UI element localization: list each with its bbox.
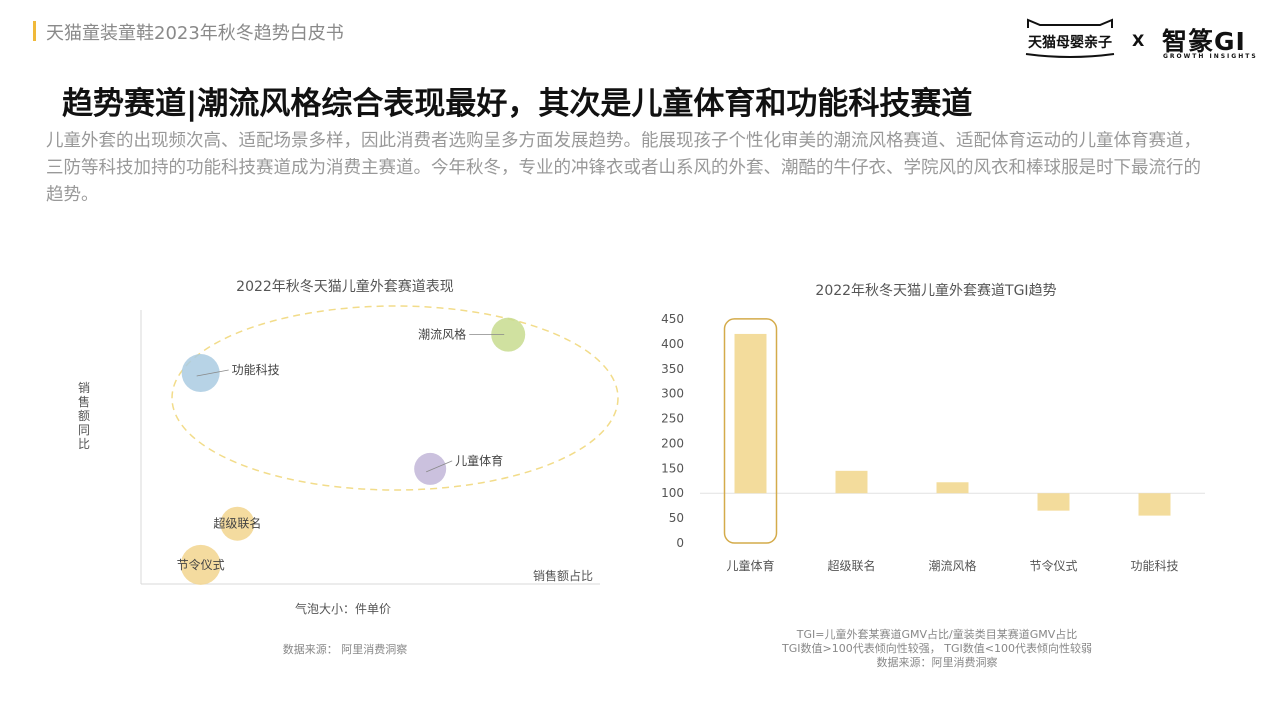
- bubble-label-0: 潮流风格: [418, 327, 466, 342]
- gi-logo-text: 智篆GI: [1162, 27, 1246, 56]
- bubble-1: [181, 354, 220, 393]
- bubble-3: [220, 506, 255, 541]
- category-label-3: 节令仪式: [1029, 558, 1077, 573]
- category-label-0: 儿童体育: [726, 558, 774, 573]
- highlight-ellipse: [171, 305, 619, 491]
- bubble-label-4: 节令仪式: [177, 557, 225, 572]
- logo-separator: X: [1132, 31, 1145, 50]
- bubble-y-axis-label: 销售额同比: [78, 381, 90, 451]
- y-tick-3: 150: [661, 461, 684, 475]
- category-label-4: 功能科技: [1130, 559, 1178, 573]
- bubble-label-1: 功能科技: [232, 363, 280, 377]
- y-tick-0: 0: [676, 536, 684, 550]
- intro-paragraph: 儿童外套的出现频次高、适配场景多样，因此消费者选购呈多方面发展趋势。能展现孩子个…: [46, 131, 1201, 205]
- bar-chart-title: 2022年秋冬天猫儿童外套赛道TGI趋势: [815, 282, 1056, 299]
- logo-area: 天猫母婴亲子 X 智篆GI GROWTH INSIGHTS: [1020, 14, 1260, 64]
- bubble-size-note: 气泡大小：件单价: [295, 601, 391, 616]
- bar-1: [835, 470, 868, 494]
- category-label-2: 潮流风格: [928, 558, 976, 573]
- bubble-source-note: 数据来源： 阿里消费洞察: [283, 642, 408, 656]
- y-tick-2: 100: [661, 486, 684, 500]
- gi-logo-subtext: GROWTH INSIGHTS: [1163, 53, 1258, 60]
- y-tick-9: 450: [661, 312, 684, 326]
- tgi-note-1: TGI=儿童外套某赛道GMV占比/童装类目某赛道GMV占比: [796, 627, 1078, 641]
- tgi-bar-chart: 2022年秋冬天猫儿童外套赛道TGI趋势 0 50 100 150 200 250 300 3…: [661, 282, 1205, 669]
- bubble-0: [491, 317, 526, 352]
- y-tick-6: 300: [661, 387, 684, 401]
- bubble-chart-title: 2022年秋冬天猫儿童外套赛道表现: [236, 278, 454, 295]
- bar-0: [734, 333, 767, 494]
- bar-4: [1138, 493, 1171, 516]
- bar-3: [1037, 493, 1070, 511]
- bar-highlight-box: [723, 318, 778, 544]
- category-label-1: 超级联名: [827, 558, 875, 573]
- bubble-label-2: 儿童体育: [455, 453, 503, 468]
- tmall-cat-logo-icon: [1025, 18, 1115, 58]
- bubble-2: [414, 452, 447, 485]
- tgi-note-2: TGI数值>100代表倾向性较强， TGI数值<100代表倾向性较弱: [781, 641, 1092, 655]
- bubble-label-3: 超级联名: [213, 516, 261, 531]
- y-tick-1: 50: [669, 511, 684, 525]
- bubble-leader-1: [196, 369, 229, 377]
- y-tick-4: 200: [661, 436, 684, 450]
- bar-2: [936, 482, 969, 494]
- bubble-4: [180, 544, 221, 585]
- bubble-leader-2: [426, 460, 453, 473]
- tgi-source-note: 数据来源：阿里消费洞察: [877, 655, 998, 669]
- bubble-x-axis-label: 销售额占比: [533, 568, 593, 583]
- header-accent-bar: [33, 21, 36, 41]
- page-title: 趋势赛道|潮流风格综合表现最好，其次是儿童体育和功能科技赛道: [62, 86, 973, 122]
- tmall-logo-text: 天猫母婴亲子: [1028, 35, 1112, 51]
- y-tick-7: 350: [661, 362, 684, 376]
- y-tick-8: 400: [661, 337, 684, 351]
- y-tick-5: 250: [661, 412, 684, 426]
- report-title: 天猫童装童鞋2023年秋冬趋势白皮书: [46, 23, 344, 44]
